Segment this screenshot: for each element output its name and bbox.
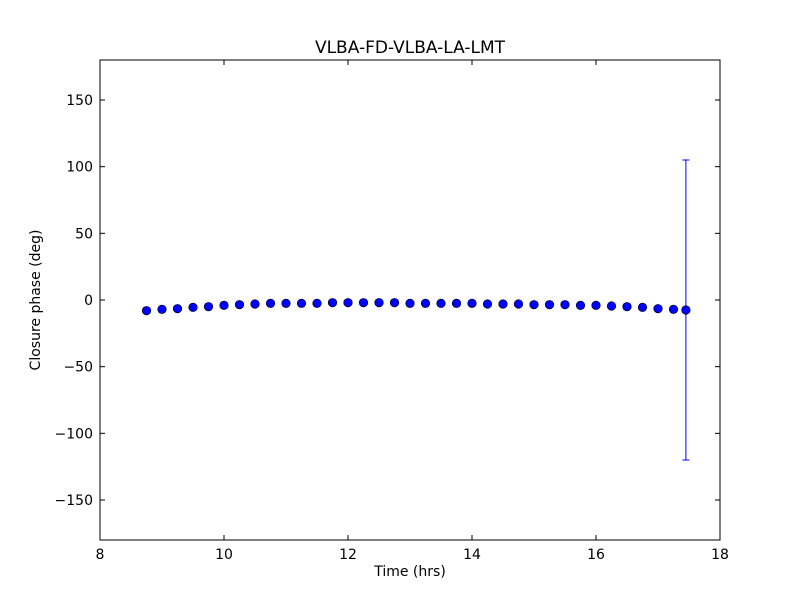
- data-point: [296, 298, 307, 308]
- data-point: [203, 302, 214, 312]
- data-point: [420, 298, 431, 308]
- x-tick-label: 12: [339, 547, 357, 563]
- data-point: [498, 299, 508, 309]
- data-point: [513, 299, 524, 309]
- data-point: [451, 298, 462, 308]
- data-point: [606, 301, 617, 311]
- data-point: [591, 300, 601, 310]
- data-point: [637, 302, 648, 312]
- y-tick-label: −50: [63, 360, 93, 376]
- data-point: [234, 300, 245, 310]
- data-point: [405, 298, 415, 308]
- data-point: [529, 300, 539, 310]
- data-point: [343, 298, 353, 308]
- data-point: [312, 298, 322, 308]
- data-point: [141, 306, 152, 316]
- x-tick-label: 8: [96, 547, 105, 563]
- data-point: [467, 298, 477, 308]
- data-point: [250, 299, 260, 309]
- chart-title: VLBA-FD-VLBA-LA-LMT: [315, 38, 506, 58]
- data-point: [560, 300, 570, 310]
- y-tick-label: −100: [55, 426, 93, 442]
- data-point: [544, 300, 555, 310]
- x-tick-label: 10: [215, 547, 233, 563]
- y-tick-label: 50: [75, 226, 93, 242]
- data-point: [436, 298, 446, 308]
- data-point: [374, 298, 384, 308]
- y-tick-label: −150: [55, 493, 93, 509]
- y-tick-label: 0: [84, 293, 93, 309]
- data-point: [389, 298, 400, 308]
- data-point: [327, 298, 338, 308]
- x-axis-label: Time (hrs): [373, 564, 446, 580]
- data-point: [622, 302, 632, 312]
- y-axis-label: Closure phase (deg): [28, 230, 44, 371]
- data-point: [281, 298, 291, 308]
- data-point: [157, 304, 167, 314]
- data-point: [172, 304, 183, 314]
- data-point: [358, 298, 369, 308]
- data-point: [482, 299, 493, 309]
- plot-area: 8 10 12 14 16 18 −150 −100 −50 0 50 100 150: [55, 59, 729, 563]
- data-point: [653, 304, 663, 314]
- y-tick-label: 100: [66, 160, 93, 176]
- x-tick-label: 18: [711, 547, 729, 563]
- data-point: [575, 300, 586, 310]
- x-tick-label: 14: [463, 547, 481, 563]
- data-point: [681, 305, 691, 315]
- data-point: [219, 300, 229, 310]
- x-tick-label: 16: [587, 547, 605, 563]
- data-point: [668, 304, 679, 314]
- data-point: [265, 298, 276, 308]
- y-tick-label: 150: [66, 93, 93, 109]
- data-point: [188, 302, 198, 312]
